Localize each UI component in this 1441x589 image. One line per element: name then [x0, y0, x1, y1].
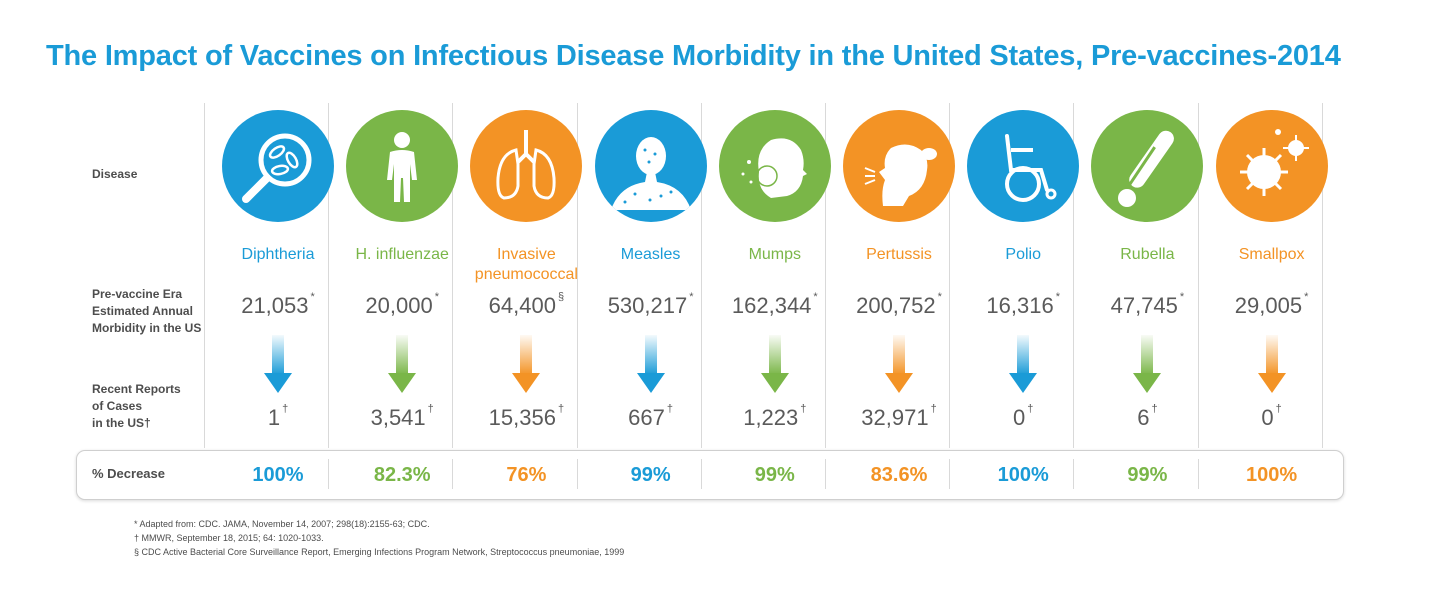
disease-name: Smallpox — [1238, 246, 1305, 263]
column-divider — [452, 103, 454, 448]
down-arrow-icon — [885, 335, 913, 393]
down-arrow-icon — [388, 335, 417, 393]
down-arrow-icon — [1133, 335, 1162, 393]
page-title: The Impact of Vaccines on Infectious Dis… — [46, 40, 1341, 72]
percent-decrease: 99% — [1127, 464, 1168, 486]
swollen-face-icon — [718, 110, 831, 222]
spotted-person-icon — [594, 110, 707, 222]
column-divider — [949, 103, 951, 448]
decrease-separator — [452, 459, 454, 489]
disease-name: Mumps — [748, 246, 802, 263]
pre-vaccine-value: 21,053 * — [241, 291, 315, 318]
pre-vaccine-value: 29,005 * — [1234, 291, 1309, 318]
footnote-3: § CDC Active Bacterial Core Surveillance… — [134, 547, 625, 557]
down-arrow-icon — [636, 335, 665, 393]
decrease-separator — [1197, 459, 1199, 489]
recent-cases-value: 6 † — [1137, 403, 1158, 430]
percent-decrease: 83.6% — [870, 464, 928, 486]
decrease-row-box — [76, 450, 1344, 500]
decrease-separator — [700, 459, 702, 489]
recent-cases-value: 1,223 † — [743, 403, 807, 430]
disease-name: Pertussis — [866, 246, 932, 263]
column-divider — [825, 103, 826, 448]
decrease-separator — [576, 459, 578, 489]
column-divider — [1073, 103, 1075, 448]
percent-decrease: 100% — [1246, 464, 1298, 486]
down-arrow-icon — [1009, 335, 1038, 393]
column-divider — [700, 103, 702, 448]
percent-decrease: 100% — [997, 464, 1049, 486]
footnote-2: † MMWR, September 18, 2015; 64: 1020-103… — [134, 533, 324, 543]
recent-cases-value: 0 † — [1013, 403, 1034, 430]
thermometer-icon — [1091, 110, 1204, 222]
column-divider — [328, 103, 330, 448]
row-label-decrease: % Decrease — [92, 466, 165, 481]
wheelchair-icon — [967, 110, 1080, 222]
disease-name: Rubella — [1120, 246, 1175, 263]
disease-name: Measles — [620, 246, 681, 263]
percent-decrease: 100% — [252, 464, 304, 486]
percent-decrease: 82.3% — [373, 464, 431, 486]
recent-cases-value: 3,541 † — [370, 403, 434, 430]
lungs-icon — [470, 110, 583, 222]
recent-cases-value: 32,971 † — [861, 403, 937, 430]
disease-name: Diphtheria — [241, 246, 315, 263]
row-label-pre-vaccine: Pre-vaccine Era Estimated Annual Morbidity… — [92, 287, 202, 335]
row-label-disease: Disease — [92, 167, 138, 181]
decrease-separator — [1073, 459, 1075, 489]
column-divider — [1197, 103, 1199, 448]
pre-vaccine-value: 530,217 * — [607, 291, 694, 318]
down-arrow-icon — [512, 335, 541, 393]
decrease-separator — [825, 459, 826, 489]
child-icon — [346, 110, 459, 222]
row-label-recent: Recent Reports of Cases in the US† — [92, 382, 181, 430]
percent-decrease: 99% — [630, 464, 671, 486]
decrease-separator — [328, 459, 330, 489]
bacteria-magnifier-icon — [222, 110, 334, 222]
percent-decrease: 99% — [754, 464, 795, 486]
pre-vaccine-value: 200,752 * — [856, 291, 942, 318]
virus-icon — [1215, 110, 1328, 222]
column-divider — [204, 103, 205, 448]
recent-cases-value: 15,356 † — [488, 403, 565, 430]
down-arrow-icon — [264, 335, 292, 393]
disease-name: Polio — [1005, 246, 1041, 263]
pre-vaccine-value: 47,745 * — [1110, 291, 1185, 318]
percent-decrease: 76% — [506, 464, 547, 486]
decrease-separator — [949, 459, 951, 489]
pre-vaccine-value: 162,344 * — [731, 291, 818, 318]
coughing-child-icon — [843, 110, 955, 222]
pre-vaccine-value: 16,316 * — [986, 291, 1060, 318]
recent-cases-value: 667 † — [628, 403, 674, 430]
down-arrow-icon — [760, 335, 789, 393]
down-arrow-icon — [1257, 335, 1286, 393]
recent-cases-value: 1 † — [267, 403, 289, 430]
disease-name: H. influenzae — [355, 246, 449, 263]
recent-cases-value: 0 † — [1261, 403, 1282, 430]
pre-vaccine-value: 64,400 § — [488, 291, 565, 318]
column-divider — [1321, 103, 1323, 448]
disease-name: Invasive pneumococcal — [474, 246, 578, 283]
pre-vaccine-value: 20,000 * — [365, 291, 439, 318]
footnote-1: * Adapted from: CDC. JAMA, November 14, … — [134, 519, 430, 529]
column-divider — [576, 103, 578, 448]
